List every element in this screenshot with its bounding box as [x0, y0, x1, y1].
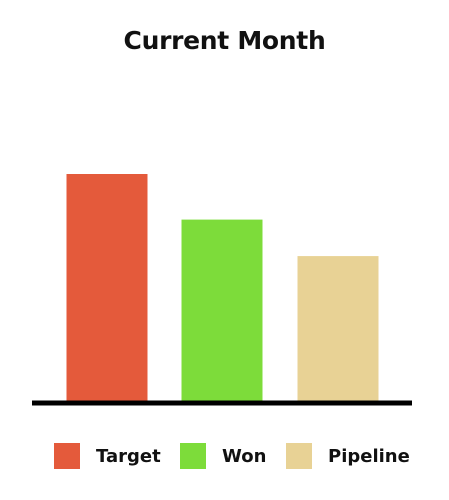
legend-label-pipeline: Pipeline: [328, 445, 410, 467]
legend-swatch-target: [54, 443, 80, 469]
bar-chart: [32, 174, 412, 406]
legend-swatch-pipeline: [286, 443, 312, 469]
legend-label-target: Target: [96, 445, 161, 467]
chart-title: Current Month: [123, 26, 326, 55]
legend-item-won: Won: [180, 440, 266, 472]
bar-target: [66, 174, 148, 402]
legend-item-pipeline: Pipeline: [286, 440, 410, 472]
legend: Target Won Pipeline: [0, 440, 449, 472]
bars-group: [66, 174, 379, 402]
legend-item-target: Target: [54, 440, 161, 472]
bar-won: [181, 219, 263, 402]
legend-swatch-won: [180, 443, 206, 469]
legend-label-won: Won: [222, 445, 267, 467]
bar-pipeline: [297, 256, 379, 402]
